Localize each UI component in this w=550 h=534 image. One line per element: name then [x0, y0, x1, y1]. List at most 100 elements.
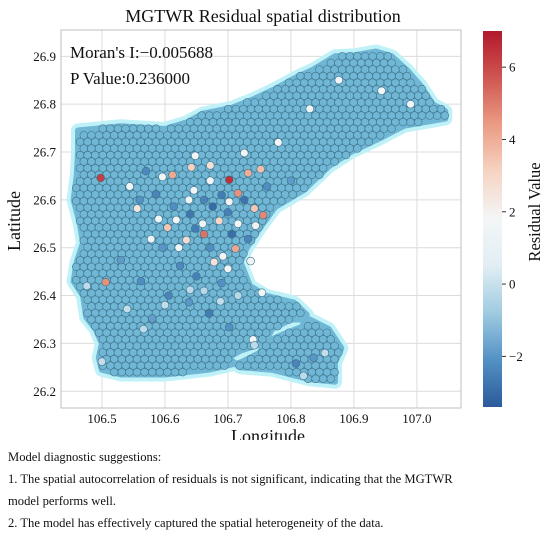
residual-point-highlight — [243, 234, 253, 244]
residual-point-highlight — [225, 322, 234, 332]
residual-point — [110, 368, 119, 377]
residual-point — [178, 368, 187, 377]
residual-point — [148, 368, 157, 377]
residual-point-highlight — [223, 208, 233, 217]
residual-point-highlight — [274, 138, 283, 147]
residual-point-highlight — [233, 189, 243, 198]
residual-point — [433, 111, 442, 120]
x-tick-label: 107.0 — [402, 411, 431, 426]
residual-point-highlight — [240, 148, 249, 158]
residual-point-highlight — [216, 297, 225, 306]
residual-point — [425, 98, 434, 107]
colorbar-tick-label: 4 — [509, 132, 516, 147]
residual-point — [292, 302, 301, 311]
residual-point — [406, 78, 415, 87]
residual-point-highlight — [163, 223, 172, 232]
residual-point — [421, 91, 430, 100]
residual-point — [277, 196, 286, 206]
residual-point-highlight — [184, 195, 194, 205]
residual-point-highlight — [208, 202, 218, 211]
residual-point — [414, 117, 423, 127]
residual-point — [417, 85, 427, 94]
residual-point-highlight — [139, 324, 148, 334]
residual-point-highlight — [96, 173, 105, 183]
residual-point — [273, 295, 282, 304]
residual-point-highlight — [231, 244, 240, 253]
note-1: 1. The spatial autocorrelation of residu… — [8, 472, 453, 486]
residual-point-highlight — [204, 309, 214, 318]
residual-point — [402, 71, 411, 81]
residual-point — [319, 164, 328, 173]
residual-point-highlight — [217, 190, 226, 200]
residual-point — [387, 124, 396, 133]
residual-point-highlight — [209, 257, 219, 267]
residual-point-highlight — [217, 278, 226, 288]
residual-point-highlight — [187, 163, 196, 172]
residual-point — [273, 361, 282, 370]
note-1-continued: model performs well. — [8, 494, 117, 508]
residual-point-highlight — [198, 219, 207, 229]
residual-point — [258, 361, 267, 370]
residual-point — [387, 58, 396, 68]
residual-point-highlight — [122, 304, 132, 314]
y-tick-label: 26.2 — [33, 384, 56, 399]
residual-point — [284, 315, 294, 324]
residual-point — [436, 104, 446, 114]
residual-point-highlight — [206, 161, 215, 170]
residual-point — [220, 361, 229, 370]
residual-point-highlight — [185, 210, 195, 219]
residual-point-highlight — [189, 186, 199, 195]
colorbar-tick-label: 2 — [509, 204, 516, 219]
residual-point — [311, 322, 320, 331]
residual-point-highlight — [199, 195, 209, 205]
residual-point-highlight — [320, 348, 330, 358]
residual-point-highlight — [191, 224, 200, 233]
residual-point-highlight — [154, 214, 163, 224]
residual-point-highlight — [101, 278, 110, 287]
y-tick-label: 26.6 — [33, 192, 56, 207]
residual-point — [364, 137, 373, 147]
chart-canvas: MGTWR Residual spatial distribution 106.… — [4, 6, 544, 440]
residual-point — [205, 361, 214, 370]
x-tick-label: 106.9 — [339, 411, 368, 426]
residual-point-highlight — [309, 353, 318, 362]
y-axis-label: Latitude — [4, 191, 24, 251]
residual-point — [341, 150, 351, 160]
residual-point-highlight — [151, 189, 161, 199]
residual-point — [383, 52, 392, 61]
residual-point — [300, 183, 309, 193]
y-tick-label: 26.8 — [33, 97, 56, 112]
y-tick-label: 26.3 — [33, 336, 56, 351]
residual-point — [376, 131, 385, 140]
colorbar-ticks: −2 0 2 4 6 — [502, 60, 523, 364]
residual-point — [239, 249, 248, 258]
residual-point — [398, 117, 408, 127]
residual-point — [326, 361, 335, 370]
residual-point — [322, 328, 332, 337]
residual-point — [265, 203, 275, 212]
residual-point-highlight — [243, 168, 253, 178]
diagnostic-notes: Model diagnostic suggestions: 1. The spa… — [8, 446, 548, 534]
residual-point — [197, 361, 206, 370]
residual-point-highlight — [199, 230, 209, 239]
residual-point-highlight — [233, 291, 243, 300]
residual-point-highlight — [172, 215, 181, 225]
residual-point — [284, 368, 294, 377]
colorbar-tick-label: 6 — [509, 60, 516, 75]
colorbar-tick-label: 0 — [509, 277, 516, 292]
residual-point — [265, 361, 275, 370]
residual-point — [273, 322, 282, 331]
p-value-annotation: P Value:0.236000 — [70, 69, 190, 88]
plot-frame — [60, 29, 462, 409]
residual-point-highlight — [334, 75, 343, 85]
residual-point — [140, 368, 149, 377]
residual-point — [326, 374, 335, 383]
residual-point — [239, 275, 248, 285]
residual-point — [117, 368, 126, 377]
residual-point — [425, 111, 434, 120]
residual-point — [326, 335, 335, 344]
residual-point-highlight — [191, 151, 200, 161]
residual-point-highlight — [82, 281, 92, 291]
y-tick-label: 26.5 — [33, 240, 56, 255]
residual-point — [398, 65, 408, 74]
